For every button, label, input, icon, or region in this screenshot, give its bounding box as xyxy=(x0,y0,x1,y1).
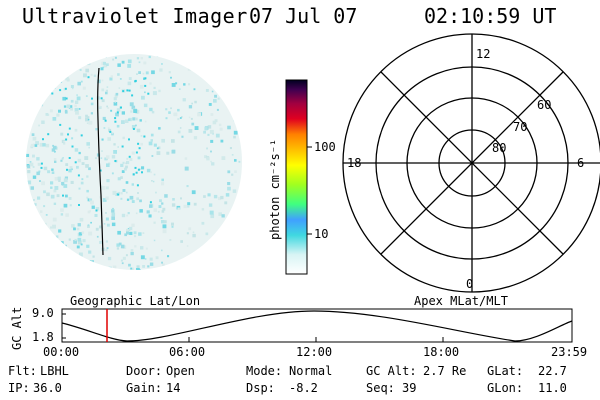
info-gain-label: Gain: xyxy=(126,381,163,395)
time-tick: 06:00 xyxy=(169,345,206,359)
info-seq-label: Seq: xyxy=(366,381,395,395)
orbit-ylabel: GC Alt xyxy=(10,306,24,350)
time-tick: 23:59 xyxy=(551,345,588,359)
observation-time: 02:10:59 UT xyxy=(424,4,557,28)
time-tick: 18:00 xyxy=(423,345,460,359)
mlt-label-bottom: 0 xyxy=(466,277,474,291)
lat-label-80: 80 xyxy=(492,141,507,155)
orbit-ytick-top: 9.0 xyxy=(32,306,54,320)
info-ip-label: IP: xyxy=(8,381,30,395)
info-ip-value: 36.0 xyxy=(33,381,62,395)
info-flt-value: LBHL xyxy=(40,364,69,378)
terminator-line xyxy=(97,67,104,256)
info-gcalt-label: GC Alt: xyxy=(366,364,417,378)
mlt-label-top: 12 xyxy=(476,47,491,61)
info-glon-value: 11.0 xyxy=(538,381,567,395)
instrument-title: Ultraviolet Imager xyxy=(22,4,248,28)
observation-date: 07 Jul 07 xyxy=(249,4,358,28)
colorbar xyxy=(285,79,312,275)
mlt-label-left: 18 xyxy=(347,156,362,170)
lat-label-70: 70 xyxy=(513,120,528,134)
info-glat-value: 22.7 xyxy=(538,364,567,378)
uv-image-disk xyxy=(26,54,242,270)
time-tick: 00:00 xyxy=(43,345,80,359)
info-door-value: Open xyxy=(166,364,195,378)
info-gain-value: 14 xyxy=(166,381,181,395)
info-glat-label: GLat: xyxy=(487,364,524,378)
polar-grid xyxy=(342,33,600,293)
info-dsp-label: Dsp: xyxy=(246,381,275,395)
colorbar-label: photon cm⁻²s⁻¹ xyxy=(268,138,282,240)
altitude-curve xyxy=(61,310,573,342)
mlt-label-right: 6 xyxy=(577,156,585,170)
orbit-ytick-bottom: 1.8 xyxy=(32,330,54,344)
lat-label-60: 60 xyxy=(537,98,552,112)
colorbar-tick-100: 100 xyxy=(314,140,336,154)
orbit-right-label: Apex MLat/MLT xyxy=(414,294,508,308)
info-flt-label: Flt: xyxy=(8,364,37,378)
info-door-label: Door: xyxy=(126,364,163,378)
info-glon-label: GLon: xyxy=(487,381,524,395)
info-seq-value: 39 xyxy=(402,381,417,395)
orbit-left-label: Geographic Lat/Lon xyxy=(70,294,201,308)
orbit-plot xyxy=(61,308,573,343)
info-mode-label: Mode: xyxy=(246,364,283,378)
colorbar-tick-10: 10 xyxy=(314,227,329,241)
info-mode-value: Normal xyxy=(289,364,333,378)
info-gcalt-value: 2.7 Re xyxy=(423,364,467,378)
info-dsp-value: -8.2 xyxy=(289,381,318,395)
time-tick: 12:00 xyxy=(296,345,333,359)
